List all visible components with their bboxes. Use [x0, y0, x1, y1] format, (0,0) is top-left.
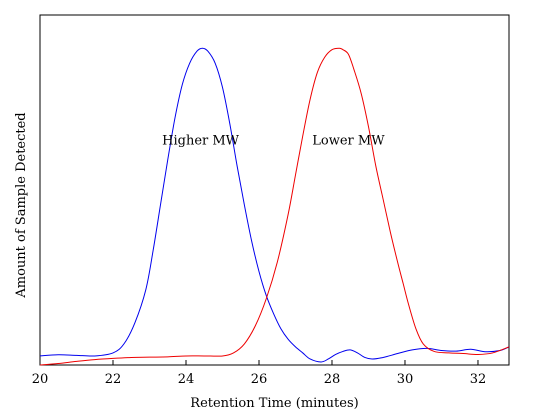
x-tick-label: 20 — [32, 372, 49, 387]
series-layer — [39, 47, 510, 366]
x-tick-label: 32 — [470, 372, 487, 387]
x-tick-label: 30 — [397, 372, 414, 387]
plot-frame — [39, 14, 510, 366]
x-tick-label: 24 — [178, 372, 195, 387]
x-tick-label: 26 — [251, 372, 268, 387]
series-line-red — [39, 47, 510, 366]
x-axis-ticks: 20 22 24 26 28 30 32 — [32, 360, 487, 387]
x-axis-label: Retention Time (minutes) — [190, 396, 358, 411]
annotation-layer: Higher MW Lower MW — [162, 134, 385, 149]
x-tick-label: 22 — [105, 372, 122, 387]
annotation-higher-mw: Higher MW — [162, 134, 240, 149]
annotation-lower-mw: Lower MW — [312, 134, 385, 149]
x-tick-label: 28 — [324, 372, 341, 387]
series-line-blue — [39, 47, 510, 363]
y-axis-label: Amount of Sample Detected — [14, 112, 29, 298]
